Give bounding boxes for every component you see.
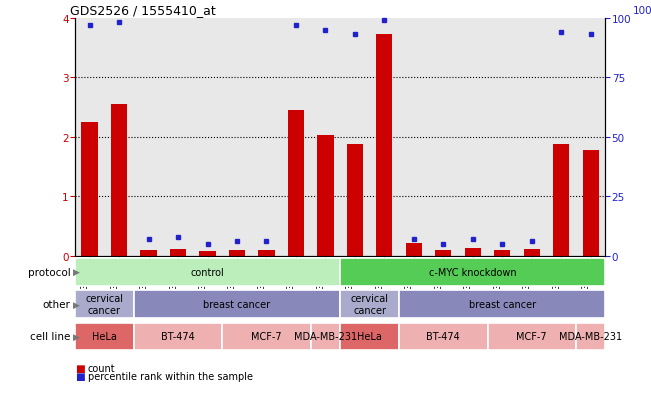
Text: HeLa: HeLa	[357, 332, 382, 342]
Bar	[406, 243, 422, 256]
Bar	[370, 19, 399, 256]
Bar	[134, 290, 340, 318]
Bar	[134, 19, 163, 256]
Text: ▶: ▶	[73, 332, 80, 341]
Bar	[523, 249, 540, 256]
Bar	[311, 19, 340, 256]
Bar	[553, 145, 570, 256]
Bar	[81, 123, 98, 256]
Bar	[576, 323, 605, 351]
Bar	[75, 258, 340, 286]
Text: MDA-MB-231: MDA-MB-231	[294, 332, 357, 342]
Text: GDS2526 / 1555410_at: GDS2526 / 1555410_at	[70, 5, 215, 17]
Bar	[317, 136, 333, 256]
Text: BT-474: BT-474	[426, 332, 460, 342]
Bar	[347, 145, 363, 256]
Bar	[458, 19, 488, 256]
Text: c-MYC knockdown: c-MYC knockdown	[429, 267, 517, 277]
Bar	[134, 323, 222, 351]
Bar	[399, 19, 428, 256]
Y-axis label: 100%: 100%	[633, 6, 651, 16]
Bar	[340, 258, 605, 286]
Bar	[288, 111, 304, 256]
Bar	[252, 19, 281, 256]
Text: percentile rank within the sample: percentile rank within the sample	[88, 371, 253, 382]
Bar	[311, 323, 340, 351]
Bar	[75, 290, 134, 318]
Bar	[75, 323, 134, 351]
Text: breast cancer: breast cancer	[203, 299, 271, 309]
Text: MDA-MB-231: MDA-MB-231	[559, 332, 622, 342]
Bar	[376, 35, 393, 256]
Bar	[399, 290, 605, 318]
Text: cervical
cancer: cervical cancer	[351, 294, 389, 315]
Bar	[104, 19, 134, 256]
Bar	[163, 19, 193, 256]
Bar	[546, 19, 576, 256]
Bar	[229, 250, 245, 256]
Text: ■: ■	[75, 371, 85, 382]
Bar	[75, 19, 104, 256]
Bar	[193, 19, 222, 256]
Bar	[170, 249, 186, 256]
Bar	[517, 19, 546, 256]
Bar	[576, 19, 605, 256]
Bar	[399, 323, 488, 351]
Bar	[340, 19, 370, 256]
Bar	[436, 250, 451, 256]
Bar	[494, 250, 510, 256]
Bar	[465, 248, 481, 256]
Text: breast cancer: breast cancer	[469, 299, 536, 309]
Bar	[222, 323, 311, 351]
Text: count: count	[88, 363, 115, 373]
Text: ■: ■	[75, 363, 85, 373]
Text: BT-474: BT-474	[161, 332, 195, 342]
Bar	[141, 250, 157, 256]
Bar	[428, 19, 458, 256]
Bar	[583, 150, 599, 256]
Bar	[111, 104, 127, 256]
Bar	[488, 323, 576, 351]
Bar	[340, 323, 399, 351]
Text: HeLa: HeLa	[92, 332, 117, 342]
Bar	[258, 250, 275, 256]
Text: ▶: ▶	[73, 268, 80, 277]
Text: other: other	[42, 299, 70, 309]
Text: ▶: ▶	[73, 300, 80, 309]
Bar	[222, 19, 252, 256]
Text: MCF-7: MCF-7	[516, 332, 547, 342]
Bar	[340, 290, 399, 318]
Bar	[281, 19, 311, 256]
Text: protocol: protocol	[27, 267, 70, 277]
Text: control: control	[191, 267, 225, 277]
Bar	[199, 251, 215, 256]
Text: cervical
cancer: cervical cancer	[85, 294, 123, 315]
Bar	[488, 19, 517, 256]
Text: MCF-7: MCF-7	[251, 332, 282, 342]
Text: cell line: cell line	[30, 332, 70, 342]
